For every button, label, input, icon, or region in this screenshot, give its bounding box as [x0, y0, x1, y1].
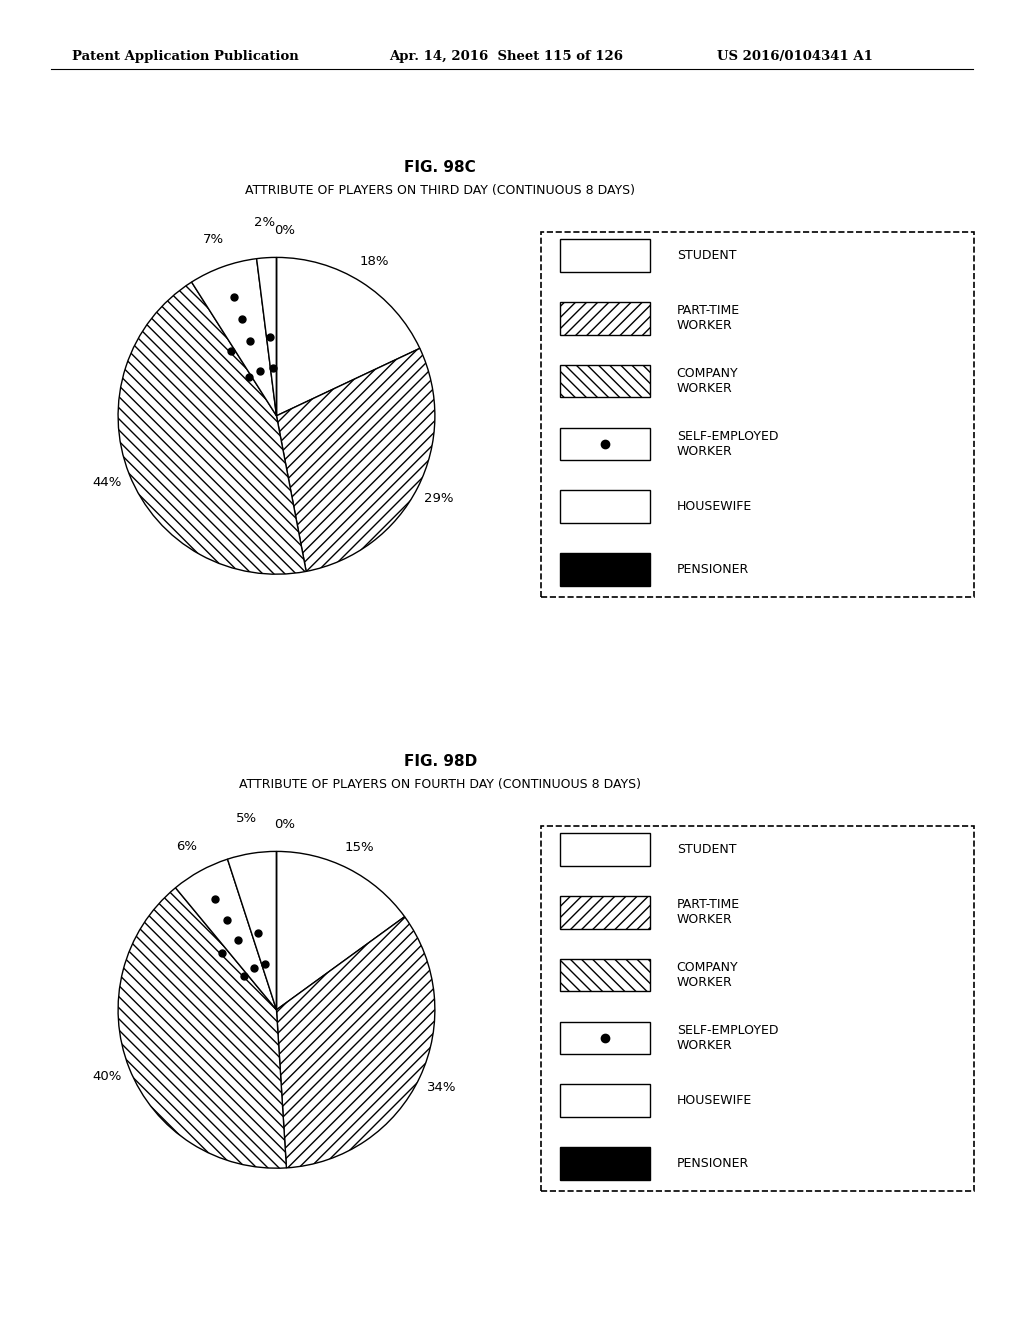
Wedge shape	[276, 916, 435, 1168]
Text: PART-TIME
WORKER: PART-TIME WORKER	[677, 305, 739, 333]
Bar	[559, 1084, 649, 1117]
Wedge shape	[257, 257, 276, 416]
Text: 2%: 2%	[254, 216, 274, 230]
Wedge shape	[191, 259, 276, 416]
Bar	[559, 553, 649, 586]
Text: 40%: 40%	[92, 1071, 122, 1084]
Text: 6%: 6%	[176, 840, 197, 853]
Text: 34%: 34%	[427, 1081, 456, 1094]
Text: STUDENT: STUDENT	[677, 249, 736, 263]
Text: Apr. 14, 2016  Sheet 115 of 126: Apr. 14, 2016 Sheet 115 of 126	[389, 50, 624, 63]
Bar	[559, 958, 649, 991]
Bar	[559, 896, 649, 929]
Bar	[559, 428, 649, 461]
Text: ATTRIBUTE OF PLAYERS ON FOURTH DAY (CONTINUOUS 8 DAYS): ATTRIBUTE OF PLAYERS ON FOURTH DAY (CONT…	[240, 777, 641, 791]
Text: FIG. 98D: FIG. 98D	[403, 754, 477, 768]
Text: 15%: 15%	[344, 841, 374, 854]
Text: Patent Application Publication: Patent Application Publication	[72, 50, 298, 63]
Bar	[559, 490, 649, 523]
Bar	[559, 364, 649, 397]
Text: PENSIONER: PENSIONER	[677, 562, 749, 576]
Text: 7%: 7%	[203, 234, 223, 247]
Bar	[559, 833, 649, 866]
Text: COMPANY
WORKER: COMPANY WORKER	[677, 961, 738, 989]
Wedge shape	[175, 859, 276, 1010]
Text: ATTRIBUTE OF PLAYERS ON THIRD DAY (CONTINUOUS 8 DAYS): ATTRIBUTE OF PLAYERS ON THIRD DAY (CONTI…	[246, 183, 635, 197]
Text: STUDENT: STUDENT	[677, 843, 736, 857]
Bar	[559, 239, 649, 272]
Text: SELF-EMPLOYED
WORKER: SELF-EMPLOYED WORKER	[677, 1024, 778, 1052]
Text: 0%: 0%	[273, 224, 295, 238]
Text: PENSIONER: PENSIONER	[677, 1156, 749, 1170]
Text: 29%: 29%	[424, 492, 454, 506]
Text: PART-TIME
WORKER: PART-TIME WORKER	[677, 899, 739, 927]
Wedge shape	[276, 257, 420, 416]
Text: HOUSEWIFE: HOUSEWIFE	[677, 500, 752, 513]
Wedge shape	[276, 348, 435, 572]
Text: US 2016/0104341 A1: US 2016/0104341 A1	[717, 50, 872, 63]
Text: SELF-EMPLOYED
WORKER: SELF-EMPLOYED WORKER	[677, 430, 778, 458]
Text: COMPANY
WORKER: COMPANY WORKER	[677, 367, 738, 395]
Bar	[559, 1022, 649, 1055]
Text: 0%: 0%	[273, 818, 295, 832]
Bar	[559, 1147, 649, 1180]
Wedge shape	[118, 282, 306, 574]
Text: HOUSEWIFE: HOUSEWIFE	[677, 1094, 752, 1107]
Bar	[559, 302, 649, 335]
Text: 5%: 5%	[236, 812, 257, 825]
Wedge shape	[227, 851, 276, 1010]
Wedge shape	[118, 888, 287, 1168]
Text: FIG. 98C: FIG. 98C	[404, 160, 476, 174]
Text: 18%: 18%	[359, 256, 389, 268]
Wedge shape	[276, 851, 404, 1010]
Text: 44%: 44%	[92, 477, 122, 490]
